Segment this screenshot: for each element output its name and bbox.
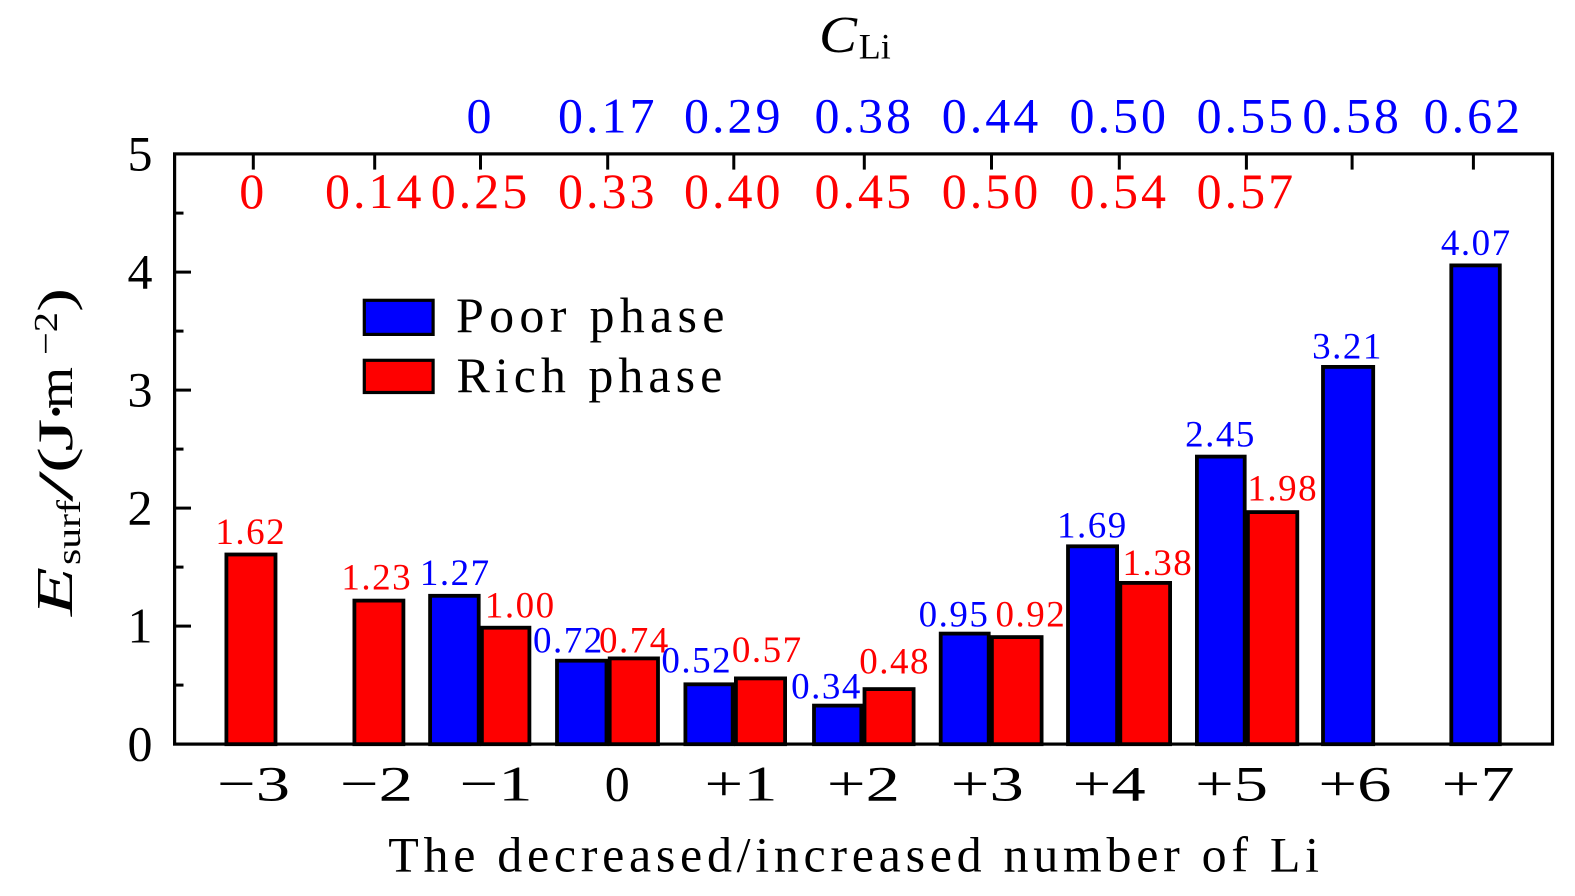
svg-text:2.45: 2.45 bbox=[1185, 415, 1256, 456]
svg-text:3.21: 3.21 bbox=[1312, 326, 1383, 367]
svg-text:4: 4 bbox=[128, 244, 153, 300]
svg-text:+3: +3 bbox=[951, 756, 1024, 812]
svg-text:0: 0 bbox=[239, 163, 267, 219]
svg-text:0.14: 0.14 bbox=[325, 163, 425, 219]
svg-text:1.69: 1.69 bbox=[1057, 506, 1128, 547]
svg-text:+4: +4 bbox=[1073, 756, 1146, 812]
svg-text:surf: surf bbox=[51, 499, 88, 565]
svg-text:0.44: 0.44 bbox=[942, 88, 1042, 144]
svg-text:0.58: 0.58 bbox=[1302, 88, 1402, 144]
svg-text:−2: −2 bbox=[28, 312, 65, 355]
svg-text:0: 0 bbox=[128, 716, 153, 772]
svg-text:/: / bbox=[27, 471, 83, 502]
svg-text:1.98: 1.98 bbox=[1247, 469, 1318, 510]
svg-text:0.62: 0.62 bbox=[1424, 88, 1524, 144]
svg-text:−3: −3 bbox=[217, 756, 290, 812]
svg-text:0.57: 0.57 bbox=[1197, 163, 1297, 219]
svg-text:+1: +1 bbox=[705, 756, 778, 812]
svg-text:·: · bbox=[18, 400, 94, 423]
svg-text:Rich phase: Rich phase bbox=[457, 347, 728, 403]
svg-text:4.07: 4.07 bbox=[1441, 223, 1512, 264]
svg-text:2: 2 bbox=[128, 480, 153, 536]
svg-text:5: 5 bbox=[128, 126, 153, 182]
svg-text:1.38: 1.38 bbox=[1123, 543, 1194, 584]
svg-text:0.72: 0.72 bbox=[533, 620, 604, 661]
svg-text:0.74: 0.74 bbox=[599, 620, 670, 661]
svg-text:1: 1 bbox=[128, 598, 153, 654]
svg-text:0.54: 0.54 bbox=[1070, 163, 1170, 219]
svg-text:+2: +2 bbox=[827, 756, 900, 812]
svg-text:0.29: 0.29 bbox=[684, 88, 784, 144]
svg-text:0.95: 0.95 bbox=[919, 594, 990, 635]
svg-text:−2: −2 bbox=[340, 756, 413, 812]
svg-text:1.23: 1.23 bbox=[341, 557, 412, 598]
svg-text:E: E bbox=[27, 567, 84, 618]
svg-text:0: 0 bbox=[467, 88, 495, 144]
svg-text:C: C bbox=[819, 7, 858, 64]
svg-text:0.33: 0.33 bbox=[558, 163, 658, 219]
svg-text:+5: +5 bbox=[1195, 756, 1268, 812]
svg-text:1.62: 1.62 bbox=[215, 512, 286, 553]
svg-text:m: m bbox=[27, 367, 83, 409]
svg-text:0.25: 0.25 bbox=[431, 163, 531, 219]
svg-text:J: J bbox=[27, 419, 83, 452]
svg-text:1.00: 1.00 bbox=[485, 585, 556, 626]
svg-text:0.17: 0.17 bbox=[558, 88, 658, 144]
svg-text:+7: +7 bbox=[1442, 756, 1515, 812]
svg-text:0.57: 0.57 bbox=[732, 630, 803, 671]
svg-text:0.52: 0.52 bbox=[661, 640, 732, 681]
svg-text:0.40: 0.40 bbox=[684, 163, 784, 219]
svg-text:0.92: 0.92 bbox=[996, 594, 1067, 635]
svg-text:0.55: 0.55 bbox=[1197, 88, 1297, 144]
svg-text:(: ( bbox=[27, 447, 83, 473]
svg-text:0.38: 0.38 bbox=[815, 88, 915, 144]
svg-text:The decreased/increased number: The decreased/increased number of Li bbox=[388, 827, 1323, 883]
svg-text:0.45: 0.45 bbox=[815, 163, 915, 219]
svg-text:0.48: 0.48 bbox=[859, 641, 930, 682]
svg-text:0.50: 0.50 bbox=[942, 163, 1042, 219]
svg-text:Poor phase: Poor phase bbox=[456, 287, 730, 343]
svg-text:0.50: 0.50 bbox=[1070, 88, 1170, 144]
svg-text:+6: +6 bbox=[1318, 756, 1391, 812]
svg-text:0: 0 bbox=[605, 756, 630, 812]
svg-text:): ) bbox=[27, 288, 83, 312]
svg-text:3: 3 bbox=[128, 362, 153, 418]
svg-text:Li: Li bbox=[859, 27, 891, 67]
svg-text:1.27: 1.27 bbox=[420, 553, 491, 594]
svg-text:0.34: 0.34 bbox=[791, 666, 862, 707]
svg-text:−1: −1 bbox=[460, 756, 533, 812]
